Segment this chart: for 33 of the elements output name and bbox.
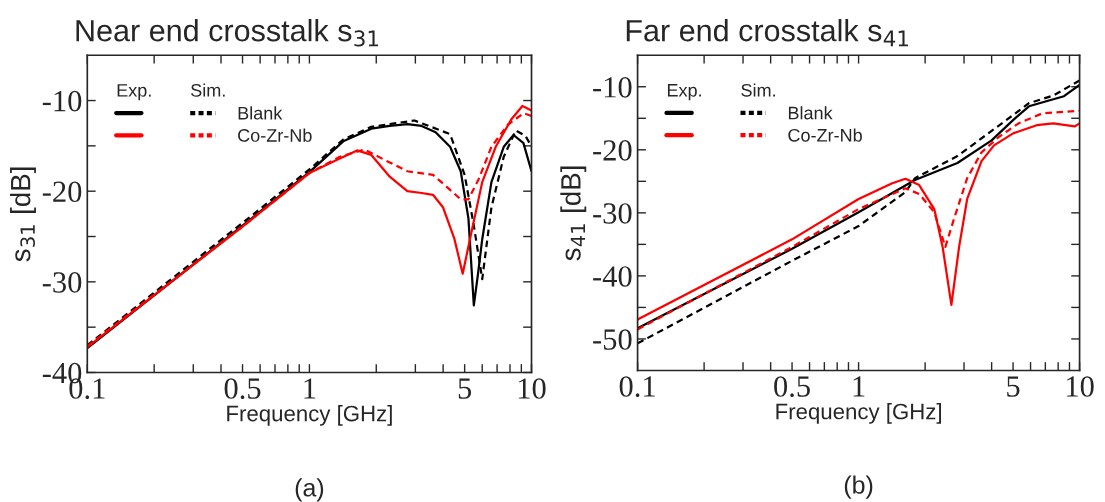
x-tick-label: 5 — [458, 378, 472, 399]
legend-label: Co-Zr-Nb — [238, 128, 312, 142]
chart-title: Near end crosstalk s$_{31}$ — [76, 19, 379, 47]
x-tick-label: 0.1 — [619, 376, 655, 397]
annotation: Sim. — [741, 83, 775, 97]
y-tick-label: -30 — [42, 272, 82, 293]
x-tick-label: 1 — [304, 378, 316, 399]
y-tick-label: -30 — [593, 203, 632, 224]
x-axis-title: Frequency [GHz] — [776, 403, 941, 424]
x-tick-label: 0.5 — [774, 376, 810, 397]
y-axis-title: s$_{31}$ [dB] — [10, 167, 36, 262]
annotation: Exp. — [667, 84, 701, 101]
y-tick-label: -10 — [593, 77, 632, 98]
annotation: Exp. — [117, 84, 151, 101]
x-tick-label: 1 — [853, 376, 865, 397]
y-tick-label: -20 — [42, 181, 82, 203]
y-tick-label: -10 — [42, 90, 82, 112]
x-tick-label: 5 — [1007, 376, 1020, 397]
annotation: Sim. — [191, 83, 225, 97]
legend-label: Co-Zr-Nb — [788, 128, 862, 142]
legend-label: Blank — [238, 106, 283, 120]
x-axis-title: Frequency [GHz] — [227, 405, 392, 426]
chart-title: Far end crosstalk s$_{41}$ — [626, 19, 908, 47]
y-tick-label: -40 — [593, 266, 632, 287]
text: (a) — [295, 478, 324, 502]
y-tick-label: -50 — [593, 329, 632, 350]
x-tick-label: 10 — [1067, 376, 1094, 397]
legend-label: Blank — [788, 106, 833, 120]
y-tick-label: -20 — [593, 140, 632, 161]
x-tick-label: 0.5 — [224, 378, 261, 399]
text: (b) — [844, 475, 873, 499]
y-axis-title: s$_{41}$ [dB] — [560, 166, 587, 261]
x-tick-label: 10 — [518, 378, 546, 399]
